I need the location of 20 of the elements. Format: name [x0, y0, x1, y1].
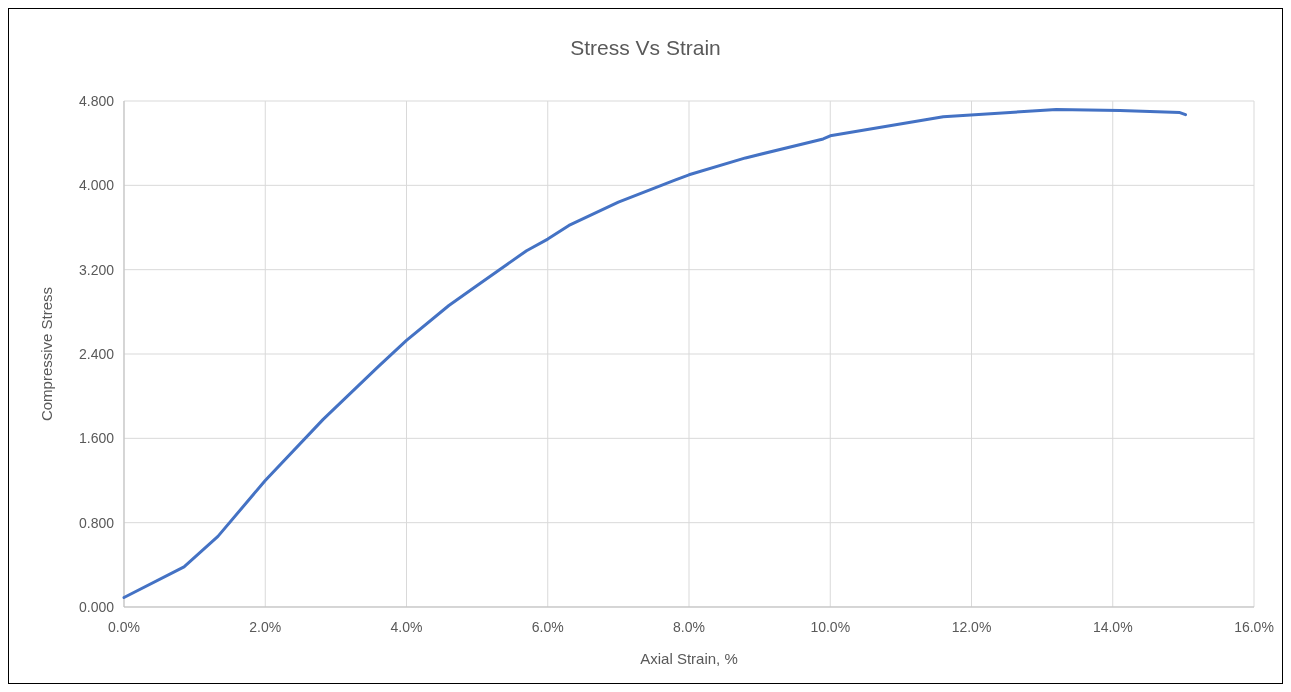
x-axis-title: Axial Strain, % — [640, 650, 738, 667]
x-tick-label: 10.0% — [810, 619, 851, 635]
x-tick-label: 14.0% — [1092, 619, 1133, 635]
y-tick-label: 0.000 — [78, 599, 115, 615]
y-tick-label: 0.800 — [78, 514, 115, 531]
x-tick-label: 6.0% — [531, 619, 564, 635]
x-tick-label: 12.0% — [951, 619, 992, 635]
x-tick-label: 4.0% — [390, 619, 423, 635]
x-tick-label: 16.0% — [1234, 619, 1274, 635]
x-tick-label: 2.0% — [249, 619, 282, 635]
x-tick-label: 8.0% — [673, 619, 705, 635]
y-tick-label: 3.200 — [78, 261, 115, 278]
y-tick-label: 1.600 — [78, 430, 115, 447]
y-axis-title: Compressive Stress — [38, 286, 55, 422]
line-series — [122, 107, 1187, 600]
x-tick-label: 0.0% — [108, 619, 140, 635]
y-tick-label: 4.800 — [78, 93, 115, 109]
y-tick-label: 4.000 — [78, 177, 115, 194]
y-tick-label: 2.400 — [78, 346, 115, 362]
chart-title: Stress Vs Strain — [570, 36, 721, 59]
